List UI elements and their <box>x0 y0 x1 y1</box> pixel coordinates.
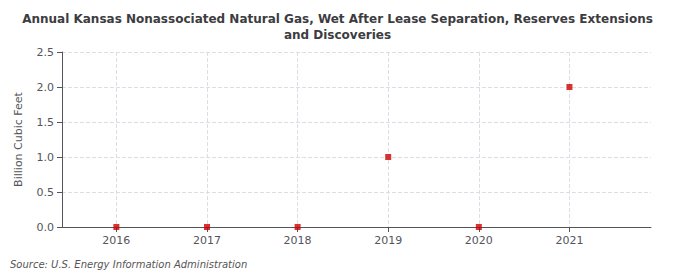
svg-text:Billion Cubic Feet: Billion Cubic Feet <box>12 91 25 186</box>
svg-text:2.0: 2.0 <box>37 81 55 94</box>
svg-text:0.0: 0.0 <box>37 221 55 234</box>
svg-text:2019: 2019 <box>374 234 402 247</box>
svg-text:and Discoveries: and Discoveries <box>284 28 391 42</box>
svg-text:2.5: 2.5 <box>37 46 55 59</box>
svg-text:0.5: 0.5 <box>37 186 55 199</box>
svg-text:2020: 2020 <box>465 234 493 247</box>
svg-text:2017: 2017 <box>193 234 221 247</box>
svg-text:2021: 2021 <box>555 234 583 247</box>
svg-text:1.0: 1.0 <box>37 151 55 164</box>
svg-text:Source: U.S. Energy Informatio: Source: U.S. Energy Information Administ… <box>10 259 247 270</box>
svg-text:2018: 2018 <box>284 234 312 247</box>
svg-text:Annual Kansas Nonassociated Na: Annual Kansas Nonassociated Natural Gas,… <box>22 12 653 26</box>
svg-text:2016: 2016 <box>102 234 130 247</box>
svg-text:1.5: 1.5 <box>37 116 55 129</box>
